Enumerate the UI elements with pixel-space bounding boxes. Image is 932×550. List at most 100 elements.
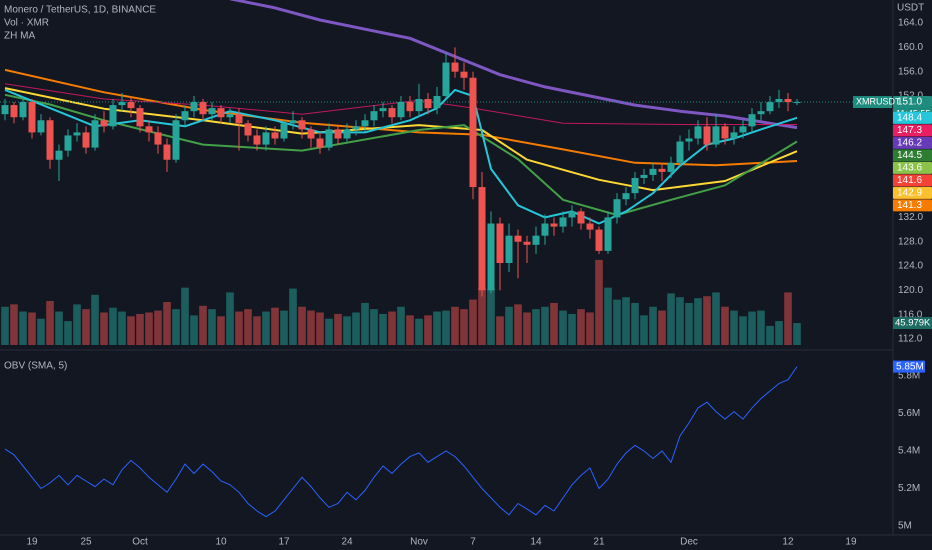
volume-bar xyxy=(748,311,756,345)
candle-body xyxy=(280,123,288,139)
moving-average-line xyxy=(229,0,798,130)
volume-bar xyxy=(298,306,306,345)
candle-body xyxy=(244,123,252,136)
candle-body xyxy=(712,126,720,145)
candle-body xyxy=(478,187,486,291)
y-tick-label: 5.6M xyxy=(898,408,920,419)
volume-bar xyxy=(352,312,360,345)
candle-body xyxy=(64,135,72,151)
obv-badge xyxy=(893,360,925,373)
candle-body xyxy=(559,217,567,227)
volume-bar xyxy=(649,306,657,345)
candle-body xyxy=(703,126,711,145)
price-badge-label: 147.3 xyxy=(897,125,922,136)
volume-bar xyxy=(577,309,585,345)
volume-bar xyxy=(46,301,54,345)
candle-body xyxy=(136,108,144,127)
candle-body xyxy=(451,62,459,72)
candle-body xyxy=(370,111,378,121)
candle-body xyxy=(469,77,477,188)
price-badge xyxy=(893,161,932,174)
volume-bar xyxy=(550,302,558,345)
candle-body xyxy=(199,102,207,115)
y-tick-label: 160.0 xyxy=(898,42,923,53)
candle-body xyxy=(694,126,702,139)
candle-body xyxy=(127,102,135,109)
y-tick-label: 5.4M xyxy=(898,446,920,457)
volume-bar xyxy=(379,313,387,345)
volume-bar xyxy=(361,302,369,345)
volume-bar xyxy=(721,306,729,345)
volume-bar xyxy=(136,313,144,345)
price-badge-label: 141.3 xyxy=(897,200,922,211)
volume-bar xyxy=(739,316,747,345)
volume-bar xyxy=(640,315,648,345)
price-badge xyxy=(893,96,932,109)
y-tick-label: 5.2M xyxy=(898,483,920,494)
volume-bar xyxy=(199,305,207,345)
candle-body xyxy=(343,129,351,139)
volume-bar xyxy=(91,294,99,345)
candle-body xyxy=(793,102,801,104)
candle-body xyxy=(172,120,180,160)
volume-bar xyxy=(19,311,27,345)
price-badge xyxy=(893,199,932,212)
volume-bar xyxy=(343,316,351,345)
volume-bar xyxy=(658,310,666,345)
symbol-badge xyxy=(853,96,892,109)
price-badge-label: 146.2 xyxy=(897,137,922,148)
candle-body xyxy=(73,132,81,136)
candle-body xyxy=(1,105,9,115)
volume-bar xyxy=(523,312,531,345)
candle-body xyxy=(82,132,90,148)
volume-bar xyxy=(334,313,342,345)
candle-body xyxy=(622,193,630,200)
volume-bar xyxy=(37,318,45,345)
y-tick-label: 128.0 xyxy=(898,236,923,247)
volume-bar xyxy=(622,297,630,345)
price-badge xyxy=(893,149,932,162)
candle-body xyxy=(226,114,234,118)
y-tick-label: 5.8M xyxy=(898,371,920,382)
symbol-label: XMRUSDT xyxy=(856,96,901,106)
volume-badge xyxy=(893,317,932,330)
x-tick-label: 25 xyxy=(80,537,92,548)
candle-body xyxy=(352,126,360,130)
candle-body xyxy=(181,111,189,121)
y-tick-label: 112.0 xyxy=(898,334,923,345)
volume-bar xyxy=(667,293,675,345)
candle-body xyxy=(532,235,540,245)
candle-body xyxy=(775,99,783,103)
candle-body xyxy=(415,99,423,112)
candle-body xyxy=(658,168,666,172)
volume-bar xyxy=(235,311,243,345)
volume-bar xyxy=(595,259,603,345)
candle-body xyxy=(685,138,693,142)
y-tick-label: 5M xyxy=(898,521,912,532)
volume-bar xyxy=(271,307,279,345)
volume-bar xyxy=(172,309,180,345)
price-badge-label: 141.6 xyxy=(897,175,922,186)
volume-bar xyxy=(388,311,396,345)
volume-bar xyxy=(631,302,639,345)
price-badge-label: 142.9 xyxy=(897,187,922,198)
volume-bar xyxy=(397,306,405,345)
candle-body xyxy=(541,223,549,236)
candle-body xyxy=(91,120,99,148)
candle-body xyxy=(505,235,513,264)
volume-bar xyxy=(784,292,792,345)
volume-bar xyxy=(793,323,801,345)
candle-body xyxy=(397,102,405,118)
volume-bar xyxy=(325,318,333,345)
candle-body xyxy=(10,105,18,118)
volume-bar xyxy=(190,315,198,345)
volume-bar xyxy=(82,309,90,345)
candle-body xyxy=(595,229,603,251)
y-tick-label: 116.0 xyxy=(898,309,923,320)
x-tick-label: 12 xyxy=(782,537,794,548)
candle-body xyxy=(388,108,396,118)
x-tick-label: 14 xyxy=(530,537,542,548)
price-badge xyxy=(893,186,932,199)
